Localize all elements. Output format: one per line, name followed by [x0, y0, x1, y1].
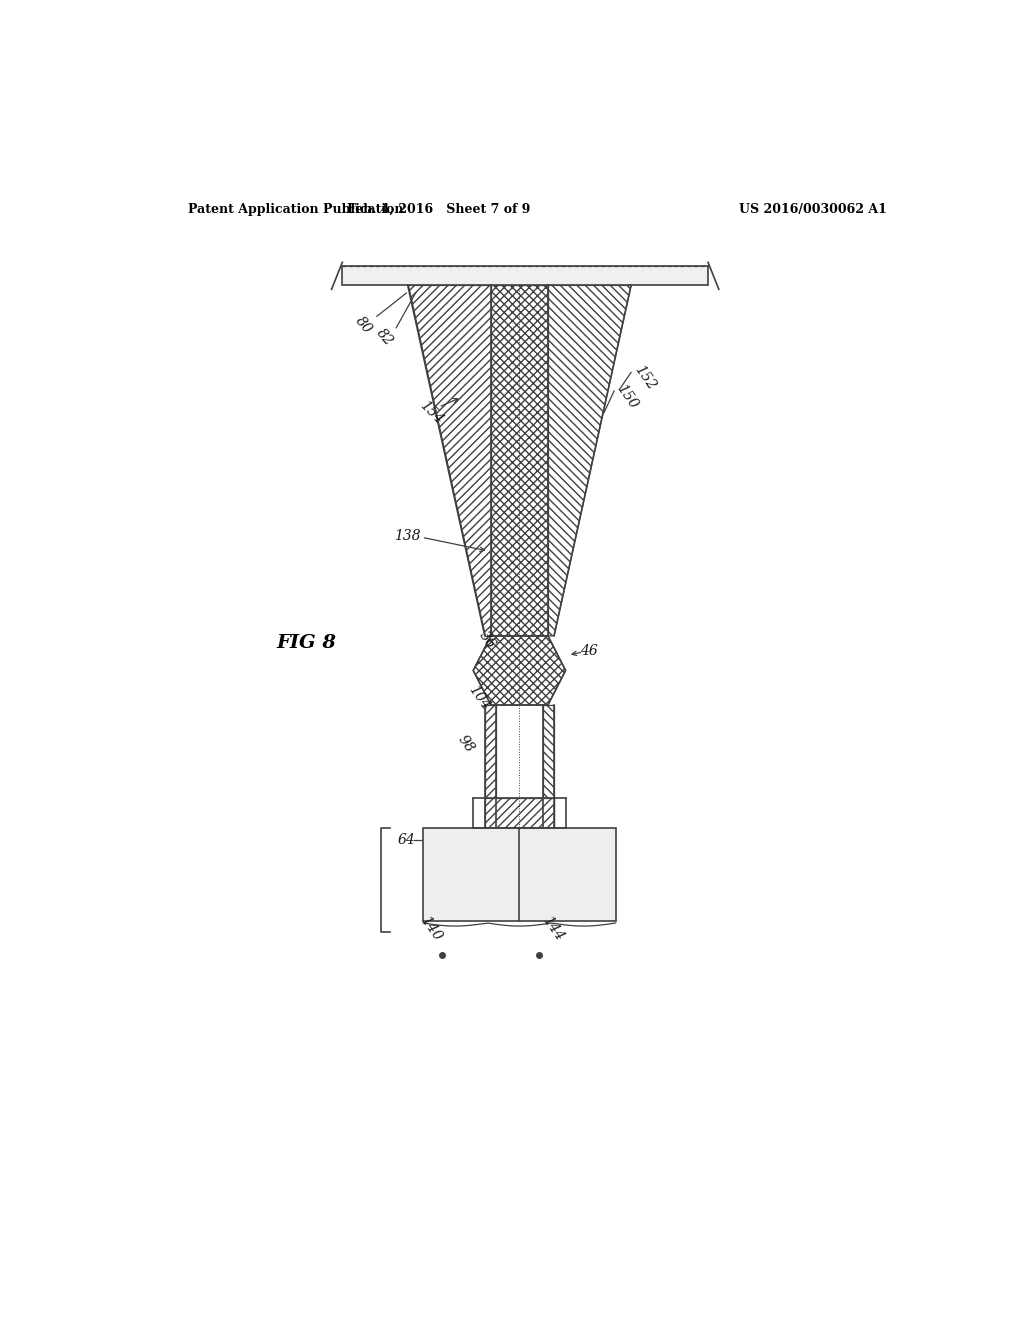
- Bar: [342, 267, 708, 285]
- Text: Feb. 4, 2016   Sheet 7 of 9: Feb. 4, 2016 Sheet 7 of 9: [347, 203, 530, 216]
- Text: 152: 152: [632, 363, 658, 393]
- Text: 154: 154: [417, 399, 445, 426]
- Text: US 2016/0030062 A1: US 2016/0030062 A1: [739, 203, 887, 216]
- Text: 144: 144: [540, 913, 566, 944]
- Polygon shape: [484, 797, 554, 829]
- Text: 64: 64: [397, 833, 415, 847]
- Text: Patent Application Publication: Patent Application Publication: [188, 203, 403, 216]
- Text: 80: 80: [353, 314, 375, 337]
- Polygon shape: [543, 705, 554, 829]
- Text: 98: 98: [455, 733, 476, 755]
- Polygon shape: [490, 285, 548, 636]
- Bar: [423, 829, 615, 921]
- Text: 36: 36: [476, 628, 498, 651]
- Polygon shape: [484, 705, 497, 829]
- Polygon shape: [548, 285, 631, 636]
- Text: 82: 82: [374, 326, 395, 348]
- Text: FIG 8: FIG 8: [276, 635, 337, 652]
- Polygon shape: [473, 636, 565, 705]
- Text: 46: 46: [580, 644, 598, 659]
- Text: 150: 150: [613, 383, 641, 412]
- Text: 104: 104: [465, 682, 492, 713]
- Polygon shape: [408, 285, 490, 636]
- Text: 138: 138: [394, 529, 421, 543]
- Text: 140: 140: [418, 913, 444, 944]
